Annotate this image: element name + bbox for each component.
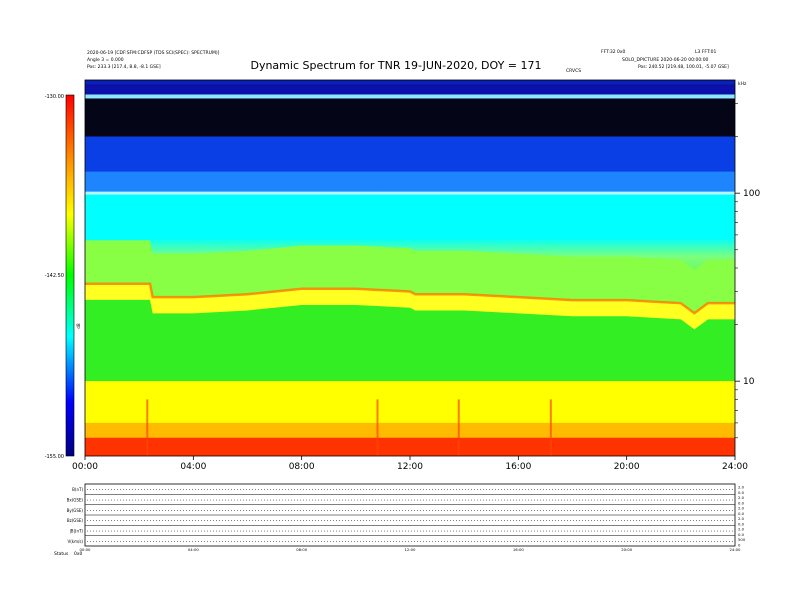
burst-3 [549,399,552,456]
aux-row-label-5: V(km/s) [67,539,83,544]
aux-right-label-9: 0.0 [738,532,745,537]
green-band [85,299,735,382]
aux-time-label-3: 12:00 [405,547,417,552]
aux-rows: B(nT) Bx(GSE) By(GSE) Bz(GSE) |B|(nT) V(km/s)… [67,485,746,548]
event-marker-label: CRVCS [566,69,582,74]
aux-right-label-1: 0.0 [738,490,745,495]
low-yellow [85,381,735,423]
header-info-left-3: Pos: 233.3 [217.4, 8.8, -8.1 GSE] [87,65,161,70]
aux-right-label-4: 2.0 [738,506,745,511]
x-axis: 00:00 04:00 08:00 12:00 16:00 20:00 24:00 [72,456,748,472]
header-info-right-3: SOLO_DPICTURE 2020-06-20 00:00:00 [622,58,709,63]
aux-panel: B(nT) Bx(GSE) By(GSE) Bz(GSE) |B|(nT) V(km/s)… [54,483,746,557]
aux-time-axis: 00:00 04:00 08:00 12:00 16:00 20:00 24:00 [80,547,742,552]
aux-time-label-1: 04:00 [188,547,200,552]
y-tick-label-0: 100 [743,189,760,199]
header-info-right-2: L3 FFT:01 [695,50,717,55]
cyan-band [85,194,735,233]
dark-band [85,98,735,137]
status-label: Status [54,551,69,557]
burst-1 [146,399,149,456]
spectrogram-layers [85,84,735,456]
aux-right-label-10: 500 [738,537,746,542]
x-tick-label-5: 20:00 [614,462,640,472]
aux-right-label-11: 0 [738,543,741,548]
aux-right-label-7: 0.0 [738,521,745,526]
aux-right-label-3: 0.0 [738,500,745,505]
aux-row-label-2: By(GSE) [67,508,84,513]
aux-time-label-6: 24:00 [730,547,742,552]
blue-band [85,136,735,172]
bright-line [85,191,735,195]
aux-row-label-4: |B|(nT) [69,529,83,534]
header-info-left-1: 2020-06-19 [CDF:SFM:CDFSP (TDS SCI(SPEC)… [87,51,220,56]
x-tick-label-2: 08:00 [289,462,315,472]
x-tick-label-4: 16:00 [505,462,531,472]
colorbar-tick-label-0: -130.00 [45,94,64,100]
colorbar-tick-label-1: -142.50 [45,273,64,279]
chart-title: Dynamic Spectrum for TNR 19-JUN-2020, DO… [250,59,542,72]
header-info-left-2: Angle 3 = 0.000 [87,58,124,63]
colorbar-tick-label-2: -155.00 [45,454,64,460]
x-tick-label-6: 24:00 [722,462,748,472]
aux-right-label-2: 2.0 [738,495,745,500]
orange-ridge [85,282,735,315]
colorbar [65,94,75,457]
aux-right-label-6: 2.0 [738,516,745,521]
x-tick-label-0: 00:00 [72,462,98,472]
x-tick-label-3: 12:00 [397,462,423,472]
low-orange [85,422,735,438]
aux-time-label-0: 00:00 [80,547,92,552]
aux-time-label-4: 16:00 [513,547,525,552]
aux-row-label-3: Bz(GSE) [67,518,84,523]
aux-right-label-0: 2.0 [738,485,745,490]
aux-time-label-2: 08:00 [296,547,308,552]
y-tick-label-1: 10 [743,377,755,387]
aux-time-label-5: 20:00 [621,547,633,552]
status-value: 0x0 [74,551,83,557]
colorbar-unit-label: dB [76,323,81,329]
y-axis: 100 10 [735,103,760,439]
burst-0 [457,399,460,456]
spectrogram-area [85,80,735,456]
unit-corner-label: kHz [738,82,747,87]
header-info-right-4: Pos: 240.52 [219.48, 100.01, -5.07 GSE] [638,65,729,70]
top-band [85,84,735,96]
top-stripe [85,94,735,99]
low-red [85,437,735,456]
header-info-right-1: FFT:32 0x0 [601,50,626,55]
aux-right-label-5: 0.0 [738,511,745,516]
x-tick-label-1: 04:00 [180,462,206,472]
mid-blue-band [85,171,735,192]
aux-row-label-0: B(nT) [72,487,83,492]
burst-2 [376,399,379,456]
aux-right-label-8: 2.0 [738,527,745,532]
aux-row-label-1: Bx(GSE) [67,498,84,503]
